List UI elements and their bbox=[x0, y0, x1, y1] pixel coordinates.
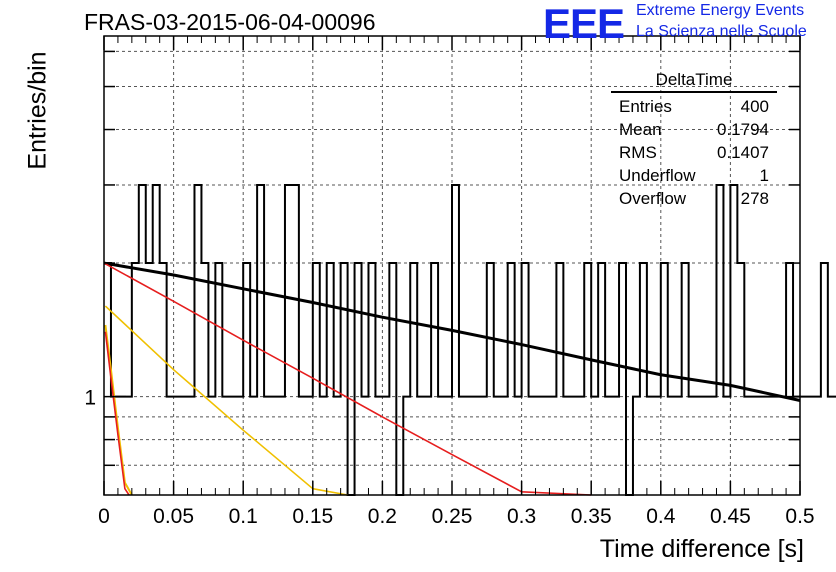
x-tick-label: 0 bbox=[98, 505, 110, 528]
chart-title: FRAS-03-2015-06-04-00096 bbox=[84, 9, 376, 35]
stats-value: 0.1794 bbox=[717, 120, 769, 139]
logo-subtitle-line1: Extreme Energy Events bbox=[636, 2, 805, 19]
eee-logo: EEE bbox=[543, 0, 625, 47]
x-tick-label: 0.3 bbox=[507, 505, 536, 528]
stats-row-overflow: Overflow 278 bbox=[611, 187, 777, 210]
x-tick-label: 0.2 bbox=[368, 505, 397, 528]
stats-title: DeltaTime bbox=[611, 70, 777, 93]
axis-ticks bbox=[103, 36, 801, 495]
stats-label: Entries bbox=[619, 97, 672, 116]
x-tick-label: 0.35 bbox=[571, 505, 612, 528]
stats-row-rms: RMS 0.1407 bbox=[611, 141, 777, 164]
stats-value: 0.1407 bbox=[717, 143, 769, 162]
x-tick-label: 0.25 bbox=[432, 505, 473, 528]
stats-label: RMS bbox=[619, 143, 657, 162]
axis-tick-labels: 0 0.05 0.1 0.15 0.2 0.25 0.3 0.35 0.4 0.45 0.5 1 bbox=[84, 387, 814, 528]
fit-curve bbox=[103, 262, 592, 496]
stats-row-mean: Mean 0.1794 bbox=[611, 118, 777, 141]
fit-curve bbox=[104, 331, 130, 496]
y-tick-label: 1 bbox=[84, 387, 96, 410]
fit-curve bbox=[104, 305, 348, 496]
stats-value: 1 bbox=[759, 166, 769, 185]
stats-value: 278 bbox=[740, 189, 769, 208]
logo-subtitle-line2: La Scienza nelle Scuole bbox=[636, 23, 807, 40]
y-axis-label: Entries/bin bbox=[23, 51, 52, 170]
stats-label: Overflow bbox=[619, 189, 687, 208]
x-tick-label: 0.4 bbox=[646, 505, 676, 528]
x-tick-label: 0.15 bbox=[292, 505, 333, 528]
x-tick-label: 0.45 bbox=[710, 505, 751, 528]
stats-box: DeltaTime Entries 400 Mean 0.1794 RMS 0.… bbox=[611, 70, 777, 210]
stats-label: Underflow bbox=[619, 166, 696, 185]
x-tick-label: 0.05 bbox=[153, 505, 194, 528]
stats-row-entries: Entries 400 bbox=[611, 95, 777, 118]
x-tick-label: 0.5 bbox=[785, 505, 814, 528]
fit-curve bbox=[104, 324, 133, 496]
stats-value: 400 bbox=[740, 97, 769, 116]
stats-row-underflow: Underflow 1 bbox=[611, 164, 777, 187]
fit-curve bbox=[103, 261, 801, 402]
stats-label: Mean bbox=[619, 120, 662, 139]
x-axis-label: Time difference [s] bbox=[599, 535, 804, 563]
x-tick-label: 0.1 bbox=[229, 505, 258, 528]
histogram-bins bbox=[104, 183, 836, 496]
histogram-outline bbox=[104, 183, 836, 496]
fit-curves bbox=[103, 261, 801, 496]
